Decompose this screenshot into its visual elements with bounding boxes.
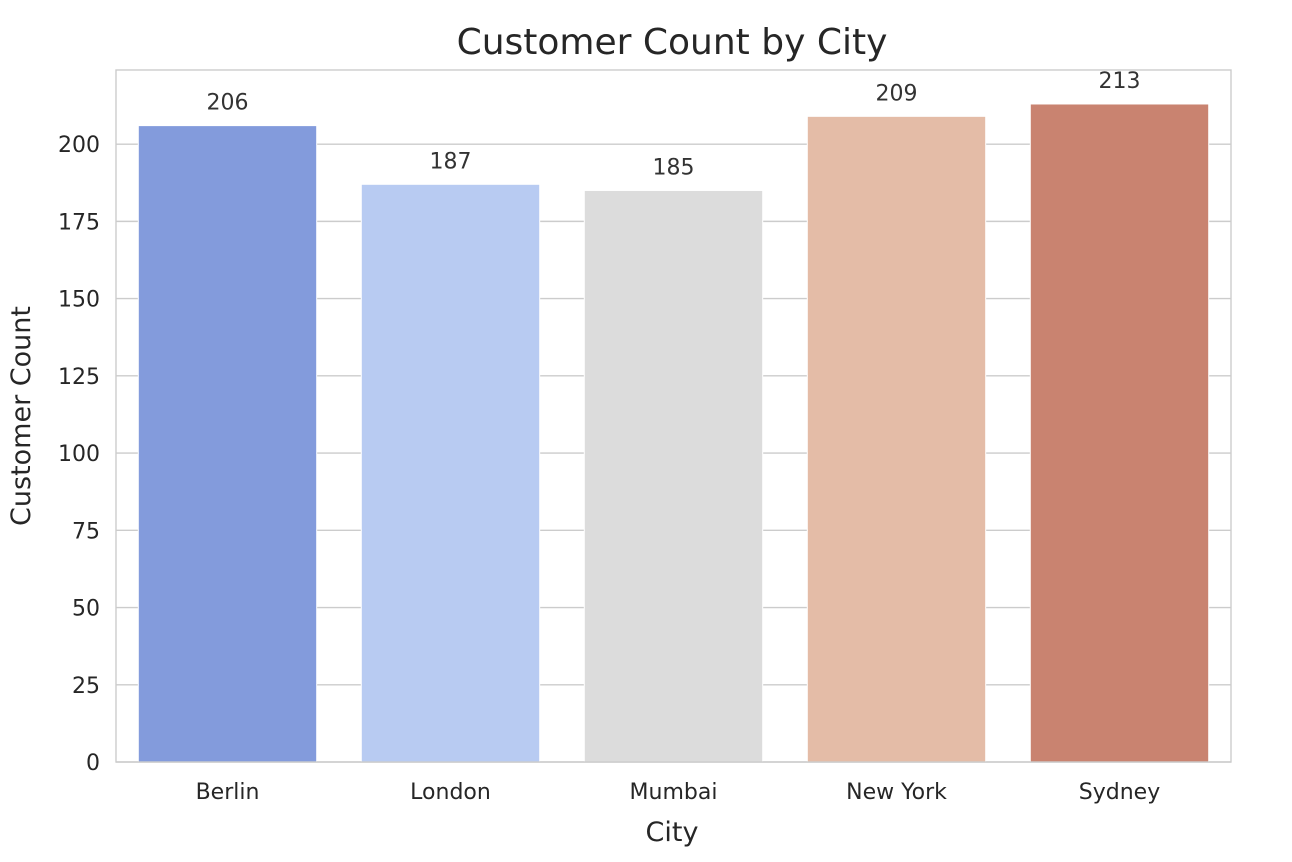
y-tick-label: 125: [58, 365, 100, 390]
y-tick-label: 150: [58, 288, 100, 313]
bar: [806, 115, 987, 763]
bar: [583, 189, 764, 763]
bar-value-label: 185: [653, 155, 695, 180]
x-axis-label: City: [646, 817, 699, 848]
x-tick-label: Sydney: [1079, 780, 1160, 805]
y-tick-label: 50: [72, 597, 100, 622]
bar: [360, 183, 541, 763]
y-tick-label: 175: [58, 210, 100, 235]
x-tick-label: Mumbai: [630, 780, 718, 805]
y-axis-ticks: 0 25 50 75 100 125 150 175 200: [58, 133, 100, 776]
y-tick-label: 0: [86, 751, 100, 776]
bar: [137, 125, 318, 763]
bar-value-label: 187: [430, 149, 472, 174]
y-tick-label: 200: [58, 133, 100, 158]
chart-title: Customer Count by City: [457, 22, 888, 63]
x-axis-ticks: Berlin London Mumbai New York Sydney: [196, 780, 1161, 805]
y-tick-label: 75: [72, 519, 100, 544]
x-tick-label: Berlin: [196, 780, 260, 805]
y-axis-label: Customer Count: [6, 306, 37, 526]
y-tick-label: 100: [58, 442, 100, 467]
bar-value-label: 213: [1099, 69, 1141, 94]
y-tick-label: 25: [72, 674, 100, 699]
bar-value-label: 209: [876, 81, 918, 106]
x-tick-label: New York: [846, 780, 947, 805]
bar-value-label: 206: [207, 91, 249, 116]
bar: [1029, 103, 1210, 763]
bar-value-labels: 206 187 185 209 213: [207, 69, 1141, 181]
x-tick-label: London: [410, 780, 491, 805]
plot-frame: [115, 69, 1232, 763]
bars: [137, 103, 1210, 763]
